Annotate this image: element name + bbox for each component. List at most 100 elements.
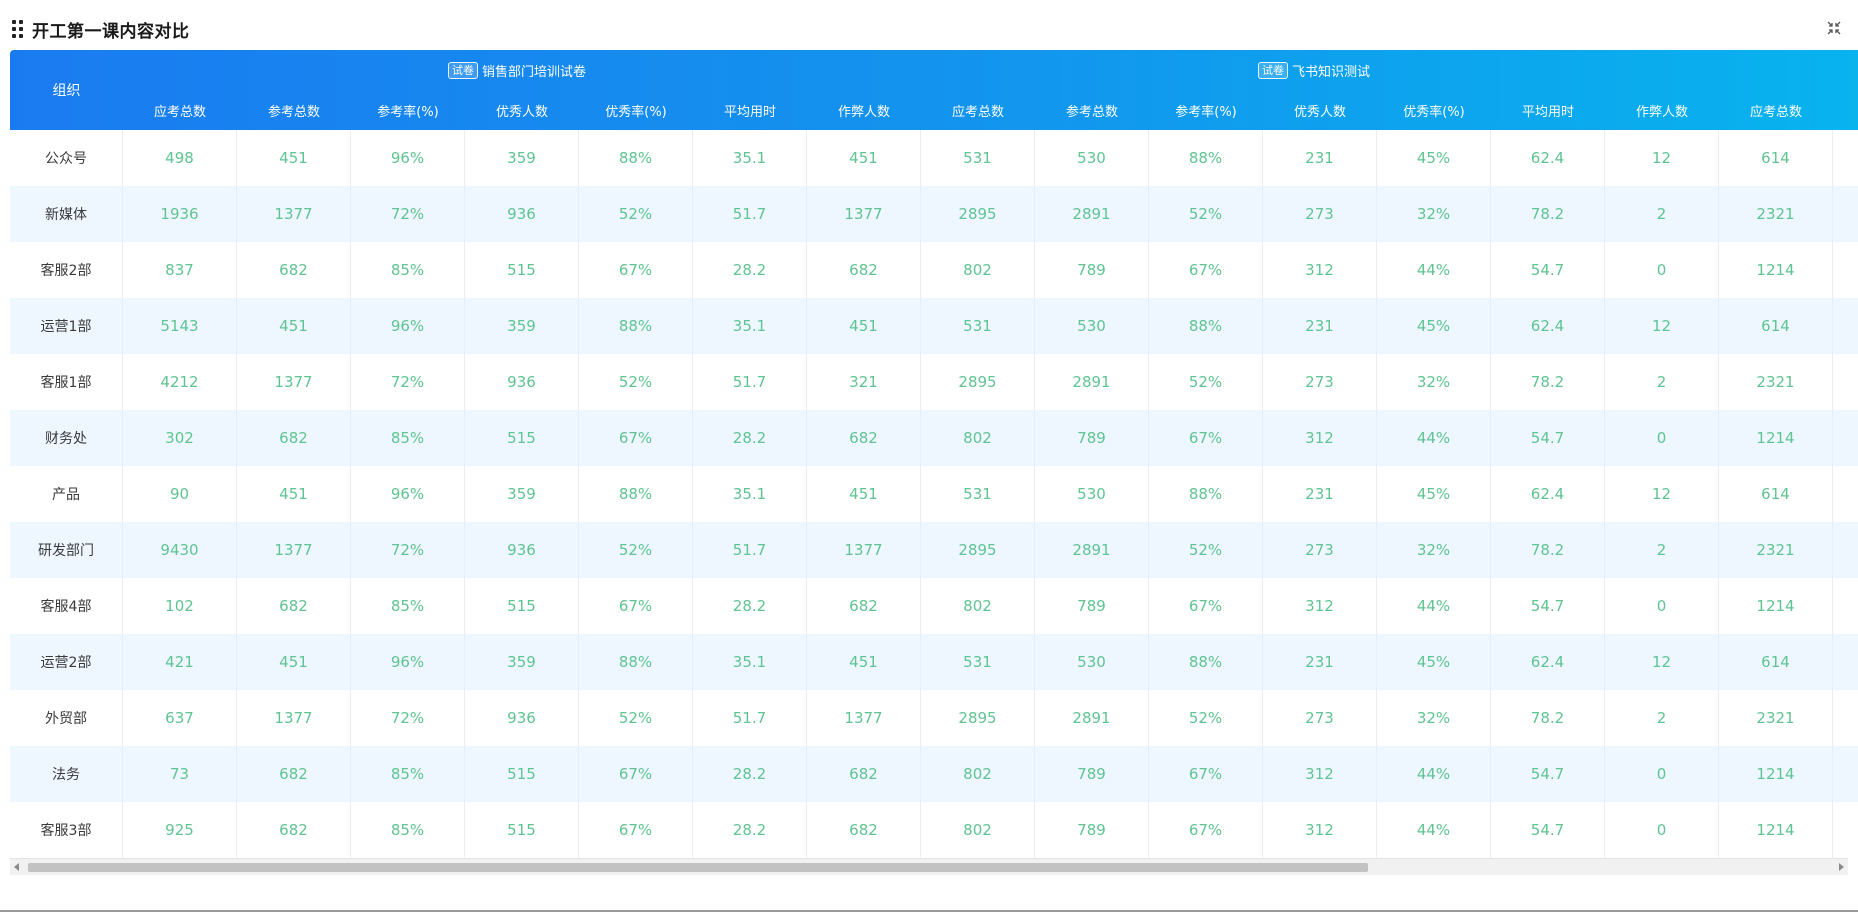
- value-cell: 682: [237, 802, 351, 858]
- value-cell: 1377: [237, 522, 351, 578]
- table-row[interactable]: 外贸部 637 1377 72% 936 52% 51.7 1377 2895 2891 52% 27…: [10, 690, 1858, 746]
- value-cell: 0: [1605, 410, 1719, 466]
- value-cell: 62.4: [1491, 130, 1605, 186]
- value-cell: 498: [123, 130, 237, 186]
- value-cell: 515: [465, 746, 579, 802]
- value-cell: 85%: [351, 578, 465, 634]
- scroll-right-icon[interactable]: [1839, 863, 1844, 871]
- header-org[interactable]: 组织: [52, 83, 81, 99]
- value-cell: 52%: [579, 690, 693, 746]
- value-cell: 2: [1605, 186, 1719, 242]
- value-cell: 5143: [123, 298, 237, 354]
- value-cell: 67%: [579, 242, 693, 298]
- column-header[interactable]: 参考率(%): [377, 104, 439, 120]
- value-cell: 4212: [123, 354, 237, 410]
- value-cell: 62.4: [1491, 634, 1605, 690]
- value-cell: 88%: [579, 298, 693, 354]
- column-header[interactable]: 参考率(%): [1175, 104, 1237, 120]
- value-cell: 1377: [237, 186, 351, 242]
- table-row[interactable]: 客服2部 837 682 85% 515 67% 28.2 682 802 789 67% 312 44…: [10, 242, 1858, 298]
- value-cell: 45%: [1377, 466, 1491, 522]
- value-cell: 67%: [1149, 410, 1263, 466]
- value-cell: 359: [465, 634, 579, 690]
- org-cell: 客服4部: [10, 578, 123, 634]
- column-header[interactable]: 作弊人数: [837, 104, 890, 120]
- value-cell: 28.2: [693, 746, 807, 802]
- value-cell: 78.2: [1491, 522, 1605, 578]
- value-cell: 51.7: [693, 522, 807, 578]
- column-header[interactable]: 作弊人数: [1635, 104, 1688, 120]
- column-header[interactable]: 应考总数: [1749, 104, 1802, 120]
- value-cell: 1377: [807, 522, 921, 578]
- value-cell: 2895: [921, 354, 1035, 410]
- value-cell: 52%: [579, 186, 693, 242]
- org-cell: 产品: [10, 466, 123, 522]
- table-row[interactable]: 新媒体 1936 1377 72% 936 52% 51.7 1377 2895 2891 52% 2…: [10, 186, 1858, 242]
- panel-title: 开工第一课内容对比: [32, 21, 190, 42]
- value-cell: 78.2: [1491, 690, 1605, 746]
- exam-tag: 试卷: [448, 61, 478, 79]
- value-cell: 2: [1605, 354, 1719, 410]
- value-cell: 682: [237, 410, 351, 466]
- table-row[interactable]: 研发部门 9430 1377 72% 936 52% 51.7 1377 2895 2891 52%…: [10, 522, 1858, 578]
- shrink-icon[interactable]: [1826, 20, 1842, 36]
- value-cell: 802: [921, 410, 1035, 466]
- table-row[interactable]: 客服1部 4212 1377 72% 936 52% 51.7 321 2895 2891 52% 2…: [10, 354, 1858, 410]
- value-cell: 88%: [579, 130, 693, 186]
- scroll-left-icon[interactable]: [14, 863, 19, 871]
- value-cell: 321: [807, 354, 921, 410]
- column-header[interactable]: 优秀人数: [1293, 104, 1346, 120]
- value-cell: 2321: [1719, 522, 1833, 578]
- table-row[interactable]: 客服3部 925 682 85% 515 67% 28.2 682 802 789 67% 312 44…: [10, 802, 1858, 858]
- column-header[interactable]: 参考总数: [1065, 104, 1118, 120]
- scrollbar-thumb[interactable]: [28, 863, 1368, 872]
- value-cell: 936: [465, 186, 579, 242]
- value-cell: 72%: [351, 186, 465, 242]
- value-cell: 515: [465, 410, 579, 466]
- value-cell: 0: [1605, 242, 1719, 298]
- value-cell: 451: [807, 298, 921, 354]
- table-row[interactable]: 财务处 302 682 85% 515 67% 28.2 682 802 789 67% 312 44%…: [10, 410, 1858, 466]
- value-cell: 52%: [579, 522, 693, 578]
- value-cell: 614: [1719, 634, 1833, 690]
- table-row[interactable]: 公众号 498 451 96% 359 88% 35.1 451 531 530 88% 231 45%…: [10, 130, 1858, 186]
- org-cell: 法务: [10, 746, 123, 802]
- value-cell: 231: [1263, 466, 1377, 522]
- table-row[interactable]: 运营2部 421 451 96% 359 88% 35.1 451 531 530 88% 231 45…: [10, 634, 1858, 690]
- value-cell: 35.1: [693, 130, 807, 186]
- value-cell: 88%: [1149, 466, 1263, 522]
- value-cell: 2891: [1035, 354, 1149, 410]
- value-cell: 312: [1263, 746, 1377, 802]
- value-cell: 62.4: [1491, 466, 1605, 522]
- table-row[interactable]: 产品 90 451 96% 359 88% 35.1 451 531 530 88% 231 45% 62…: [10, 466, 1858, 522]
- value-cell: 530: [1035, 634, 1149, 690]
- column-header[interactable]: 平均用时: [1521, 104, 1574, 120]
- value-cell: 837: [123, 242, 237, 298]
- value-cell: 28.2: [693, 410, 807, 466]
- value-cell: 90: [123, 466, 237, 522]
- org-cell: 外贸部: [10, 690, 123, 746]
- column-header[interactable]: 优秀人数: [495, 104, 548, 120]
- table-row[interactable]: 法务 73 682 85% 515 67% 28.2 682 802 789 67% 312 44% 54…: [10, 746, 1858, 802]
- value-cell: 85%: [351, 746, 465, 802]
- value-cell: 1214: [1719, 578, 1833, 634]
- value-cell: 2321: [1719, 690, 1833, 746]
- value-cell: 530: [1035, 466, 1149, 522]
- drag-handle-icon[interactable]: [12, 20, 24, 38]
- value-cell: 273: [1263, 690, 1377, 746]
- column-header[interactable]: 优秀率(%): [605, 104, 667, 120]
- value-cell: 51.7: [693, 354, 807, 410]
- value-cell: 789: [1035, 802, 1149, 858]
- value-cell: 35.1: [693, 466, 807, 522]
- table-row[interactable]: 客服4部 102 682 85% 515 67% 28.2 682 802 789 67% 312 44…: [10, 578, 1858, 634]
- table-row[interactable]: 运营1部 5143 451 96% 359 88% 35.1 451 531 530 88% 231 4…: [10, 298, 1858, 354]
- value-cell: 682: [237, 242, 351, 298]
- horizontal-scrollbar[interactable]: [10, 858, 1848, 875]
- column-header[interactable]: 参考总数: [267, 104, 320, 120]
- org-cell: 新媒体: [10, 186, 123, 242]
- value-cell: 1214: [1719, 242, 1833, 298]
- column-header[interactable]: 应考总数: [951, 104, 1004, 120]
- column-header[interactable]: 优秀率(%): [1403, 104, 1465, 120]
- column-header[interactable]: 应考总数: [153, 104, 206, 120]
- column-header[interactable]: 平均用时: [723, 104, 776, 120]
